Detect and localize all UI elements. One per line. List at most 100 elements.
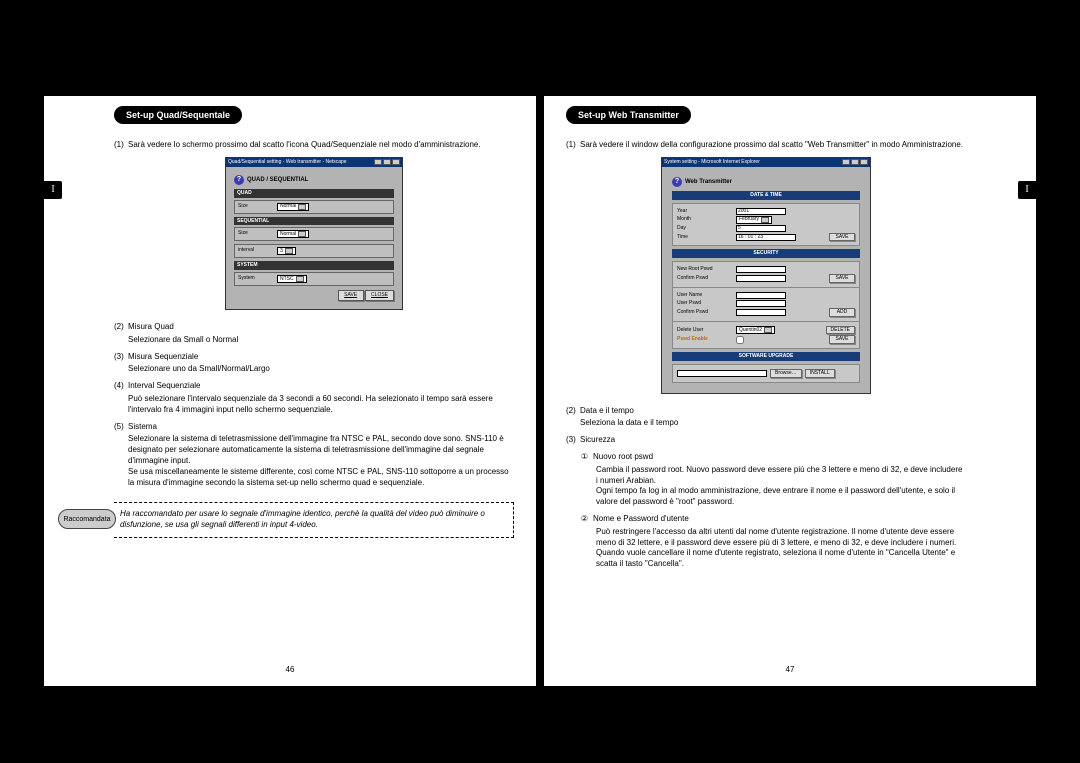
- list-item: (1) Sarà vedere lo schermo prossimo dal …: [114, 140, 514, 151]
- help-icon[interactable]: ?: [234, 175, 244, 185]
- add-button[interactable]: ADD: [829, 308, 855, 317]
- window-body: ? QUAD / SEQUENTIAL QUAD Size Normal SEQ…: [226, 167, 402, 309]
- group-sequential: SEQUENTIAL: [234, 217, 394, 226]
- username-label: User Name: [677, 292, 733, 299]
- close-icon[interactable]: [860, 159, 868, 165]
- window-controls[interactable]: [842, 159, 868, 165]
- list-item: (1) Sarà vedere il window della configur…: [566, 140, 966, 151]
- seq-interval-panel: interval 3: [234, 244, 394, 258]
- item-num: (3): [114, 352, 128, 363]
- pswd-enable-checkbox[interactable]: [736, 336, 744, 344]
- day-label: Day: [677, 225, 733, 232]
- item-num: (4): [114, 381, 128, 392]
- max-icon[interactable]: [383, 159, 391, 165]
- window-controls[interactable]: [374, 159, 400, 165]
- list-item: (3) Sicurezza: [566, 435, 966, 446]
- min-icon[interactable]: [374, 159, 382, 165]
- sub-list: ①Nuovo root pswd Cambia il password root…: [580, 452, 966, 570]
- save-button[interactable]: SAVE: [829, 233, 855, 242]
- seq-size-select[interactable]: Normal: [277, 230, 309, 238]
- field-label: Size: [238, 203, 248, 210]
- item-num: (2): [114, 322, 128, 333]
- list-item: (2) Misura Quad: [114, 322, 514, 333]
- delete-user-select[interactable]: Quentin02: [736, 326, 775, 334]
- max-icon[interactable]: [851, 159, 859, 165]
- quad-settings-window: Quad/Sequential setting - Web transmitte…: [225, 157, 403, 310]
- day-input[interactable]: 5: [736, 225, 786, 232]
- userpswd-label: User Pswd: [677, 300, 733, 307]
- item-title: Sistema: [128, 422, 514, 433]
- chevron-down-icon: [296, 276, 304, 282]
- panel-header: ? Web Transmitter: [672, 177, 860, 187]
- year-label: Year: [677, 208, 733, 215]
- upgrade-path-input[interactable]: [677, 370, 767, 377]
- item-title: Misura Sequenziale: [128, 352, 514, 363]
- month-select[interactable]: February: [736, 216, 772, 224]
- sub-body: Cambia il password root. Nuovo password …: [596, 465, 966, 508]
- delete-button[interactable]: DELETE: [826, 326, 855, 335]
- close-icon[interactable]: [392, 159, 400, 165]
- save-button[interactable]: SAVE: [829, 274, 855, 283]
- min-icon[interactable]: [842, 159, 850, 165]
- close-button[interactable]: CLOSE: [365, 290, 394, 301]
- item-text: Sarà vedere lo schermo prossimo dal scat…: [128, 140, 514, 151]
- quad-size-select[interactable]: Normal: [277, 203, 309, 211]
- web-transmitter-window: System setting - Microsoft Internet Expl…: [661, 157, 871, 394]
- item-body: Seleziona la data e il tempo: [580, 418, 966, 429]
- page-number: 47: [544, 665, 1036, 676]
- chevron-down-icon: [764, 327, 772, 333]
- software-upgrade-header: SOFTWARE UPGRADE: [672, 352, 860, 361]
- software-upgrade-panel: Browse… INSTALL: [672, 364, 860, 383]
- panel-header: ? QUAD / SEQUENTIAL: [234, 175, 394, 185]
- chevron-down-icon: [285, 248, 293, 254]
- save-button[interactable]: SAVE: [829, 335, 855, 344]
- pswd-enable-label: Pswd Enable: [677, 336, 733, 343]
- year-input[interactable]: 2001: [736, 208, 786, 215]
- item-num: (1): [114, 140, 128, 151]
- chevron-down-icon: [298, 204, 306, 210]
- item-body: Selezionare da Small o Normal: [128, 335, 514, 346]
- seq-size-panel: Size Normal: [234, 227, 394, 241]
- circled-1: ①: [580, 452, 589, 463]
- select-value: NTSC: [280, 276, 294, 283]
- item-body: Selezionare uno da Small/Normal/Largo: [128, 364, 514, 375]
- browse-button[interactable]: Browse…: [770, 369, 802, 378]
- quad-size-panel: Size Normal: [234, 200, 394, 214]
- window-title: System setting - Microsoft Internet Expl…: [664, 159, 760, 166]
- recommendation-chip: Raccomandata: [58, 509, 116, 529]
- security-panel-2: User Name User Pswd Confirm Pswd ADD: [672, 288, 860, 322]
- item-title: Misura Quad: [128, 322, 514, 333]
- panel-title: Web Transmitter: [685, 178, 732, 186]
- side-badge-left: I: [44, 181, 62, 199]
- item-title: Interval Sequenziale: [128, 381, 514, 392]
- security-header: SECURITY: [672, 249, 860, 258]
- userpswd-input[interactable]: [736, 300, 786, 307]
- item-num: (2): [566, 406, 580, 417]
- interval-select[interactable]: 3: [277, 247, 296, 255]
- list-item: (3) Misura Sequenziale: [114, 352, 514, 363]
- panel-title: QUAD / SEQUENTIAL: [247, 176, 308, 184]
- time-input[interactable]: 16 : 01 : 23: [736, 234, 796, 241]
- new-root-input[interactable]: [736, 266, 786, 273]
- confirm-label: Confirm Pswd: [677, 309, 733, 316]
- time-label: Time: [677, 234, 733, 241]
- window-title: Quad/Sequential setting - Web transmitte…: [228, 159, 347, 166]
- system-select[interactable]: NTSC: [277, 275, 307, 283]
- item-body: Può selezionare l'intervalo sequenziale …: [128, 394, 514, 416]
- confirm-root-input[interactable]: [736, 275, 786, 282]
- section-title-right: Set-up Web Transmitter: [566, 106, 691, 124]
- username-input[interactable]: [736, 292, 786, 299]
- security-panel-3: Delete UserQuentin02DELETE Pswd EnableSA…: [672, 322, 860, 350]
- item-num: (3): [566, 435, 580, 446]
- page-spread: I Set-up Quad/Sequentale (1) Sarà vedere…: [0, 0, 1080, 726]
- install-button[interactable]: INSTALL: [805, 369, 835, 378]
- date-time-panel: Year2001 MonthFebruary Day5 Time16 : 01 …: [672, 203, 860, 247]
- month-label: Month: [677, 216, 733, 223]
- save-button[interactable]: SAVE: [338, 290, 364, 301]
- confirm-user-input[interactable]: [736, 309, 786, 316]
- circled-2: ②: [580, 514, 589, 525]
- select-value: 3: [280, 248, 283, 255]
- help-icon[interactable]: ?: [672, 177, 682, 187]
- page-number: 46: [44, 665, 536, 676]
- system-panel: System NTSC: [234, 272, 394, 286]
